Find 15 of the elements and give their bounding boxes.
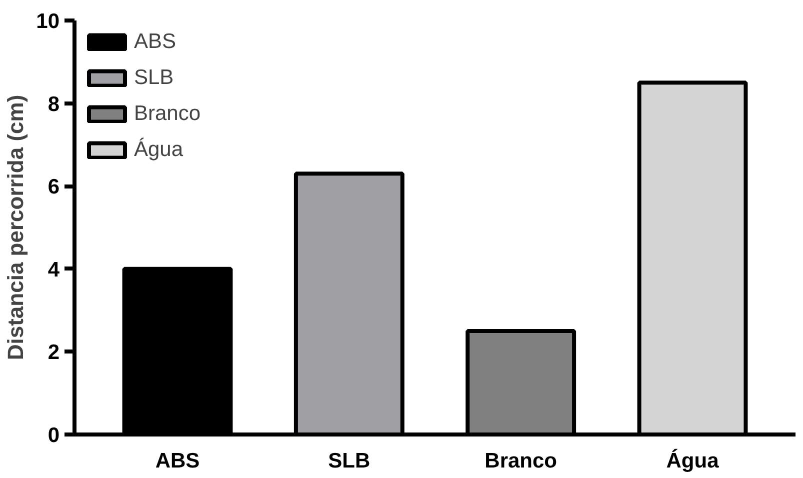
legend-label: SLB [134, 66, 174, 90]
y-axis-title: Distancia percorrida (cm) [3, 94, 28, 360]
legend-label: Branco [134, 102, 201, 126]
x-tick-label: Água [666, 448, 720, 472]
legend-label: ABS [134, 30, 176, 54]
y-tick-label: 10 [36, 10, 60, 33]
y-tick-label: 6 [48, 176, 60, 199]
x-tick-label: Branco [484, 450, 558, 472]
x-tick-label: SLB [328, 450, 370, 472]
y-tick-label: 2 [48, 341, 60, 364]
y-tick-label: 8 [48, 92, 60, 116]
x-tick-label: ABS [155, 450, 200, 472]
legend-label: Água [134, 138, 184, 162]
y-tick-label: 0 [48, 424, 60, 447]
y-tick-label: 4 [48, 258, 60, 282]
